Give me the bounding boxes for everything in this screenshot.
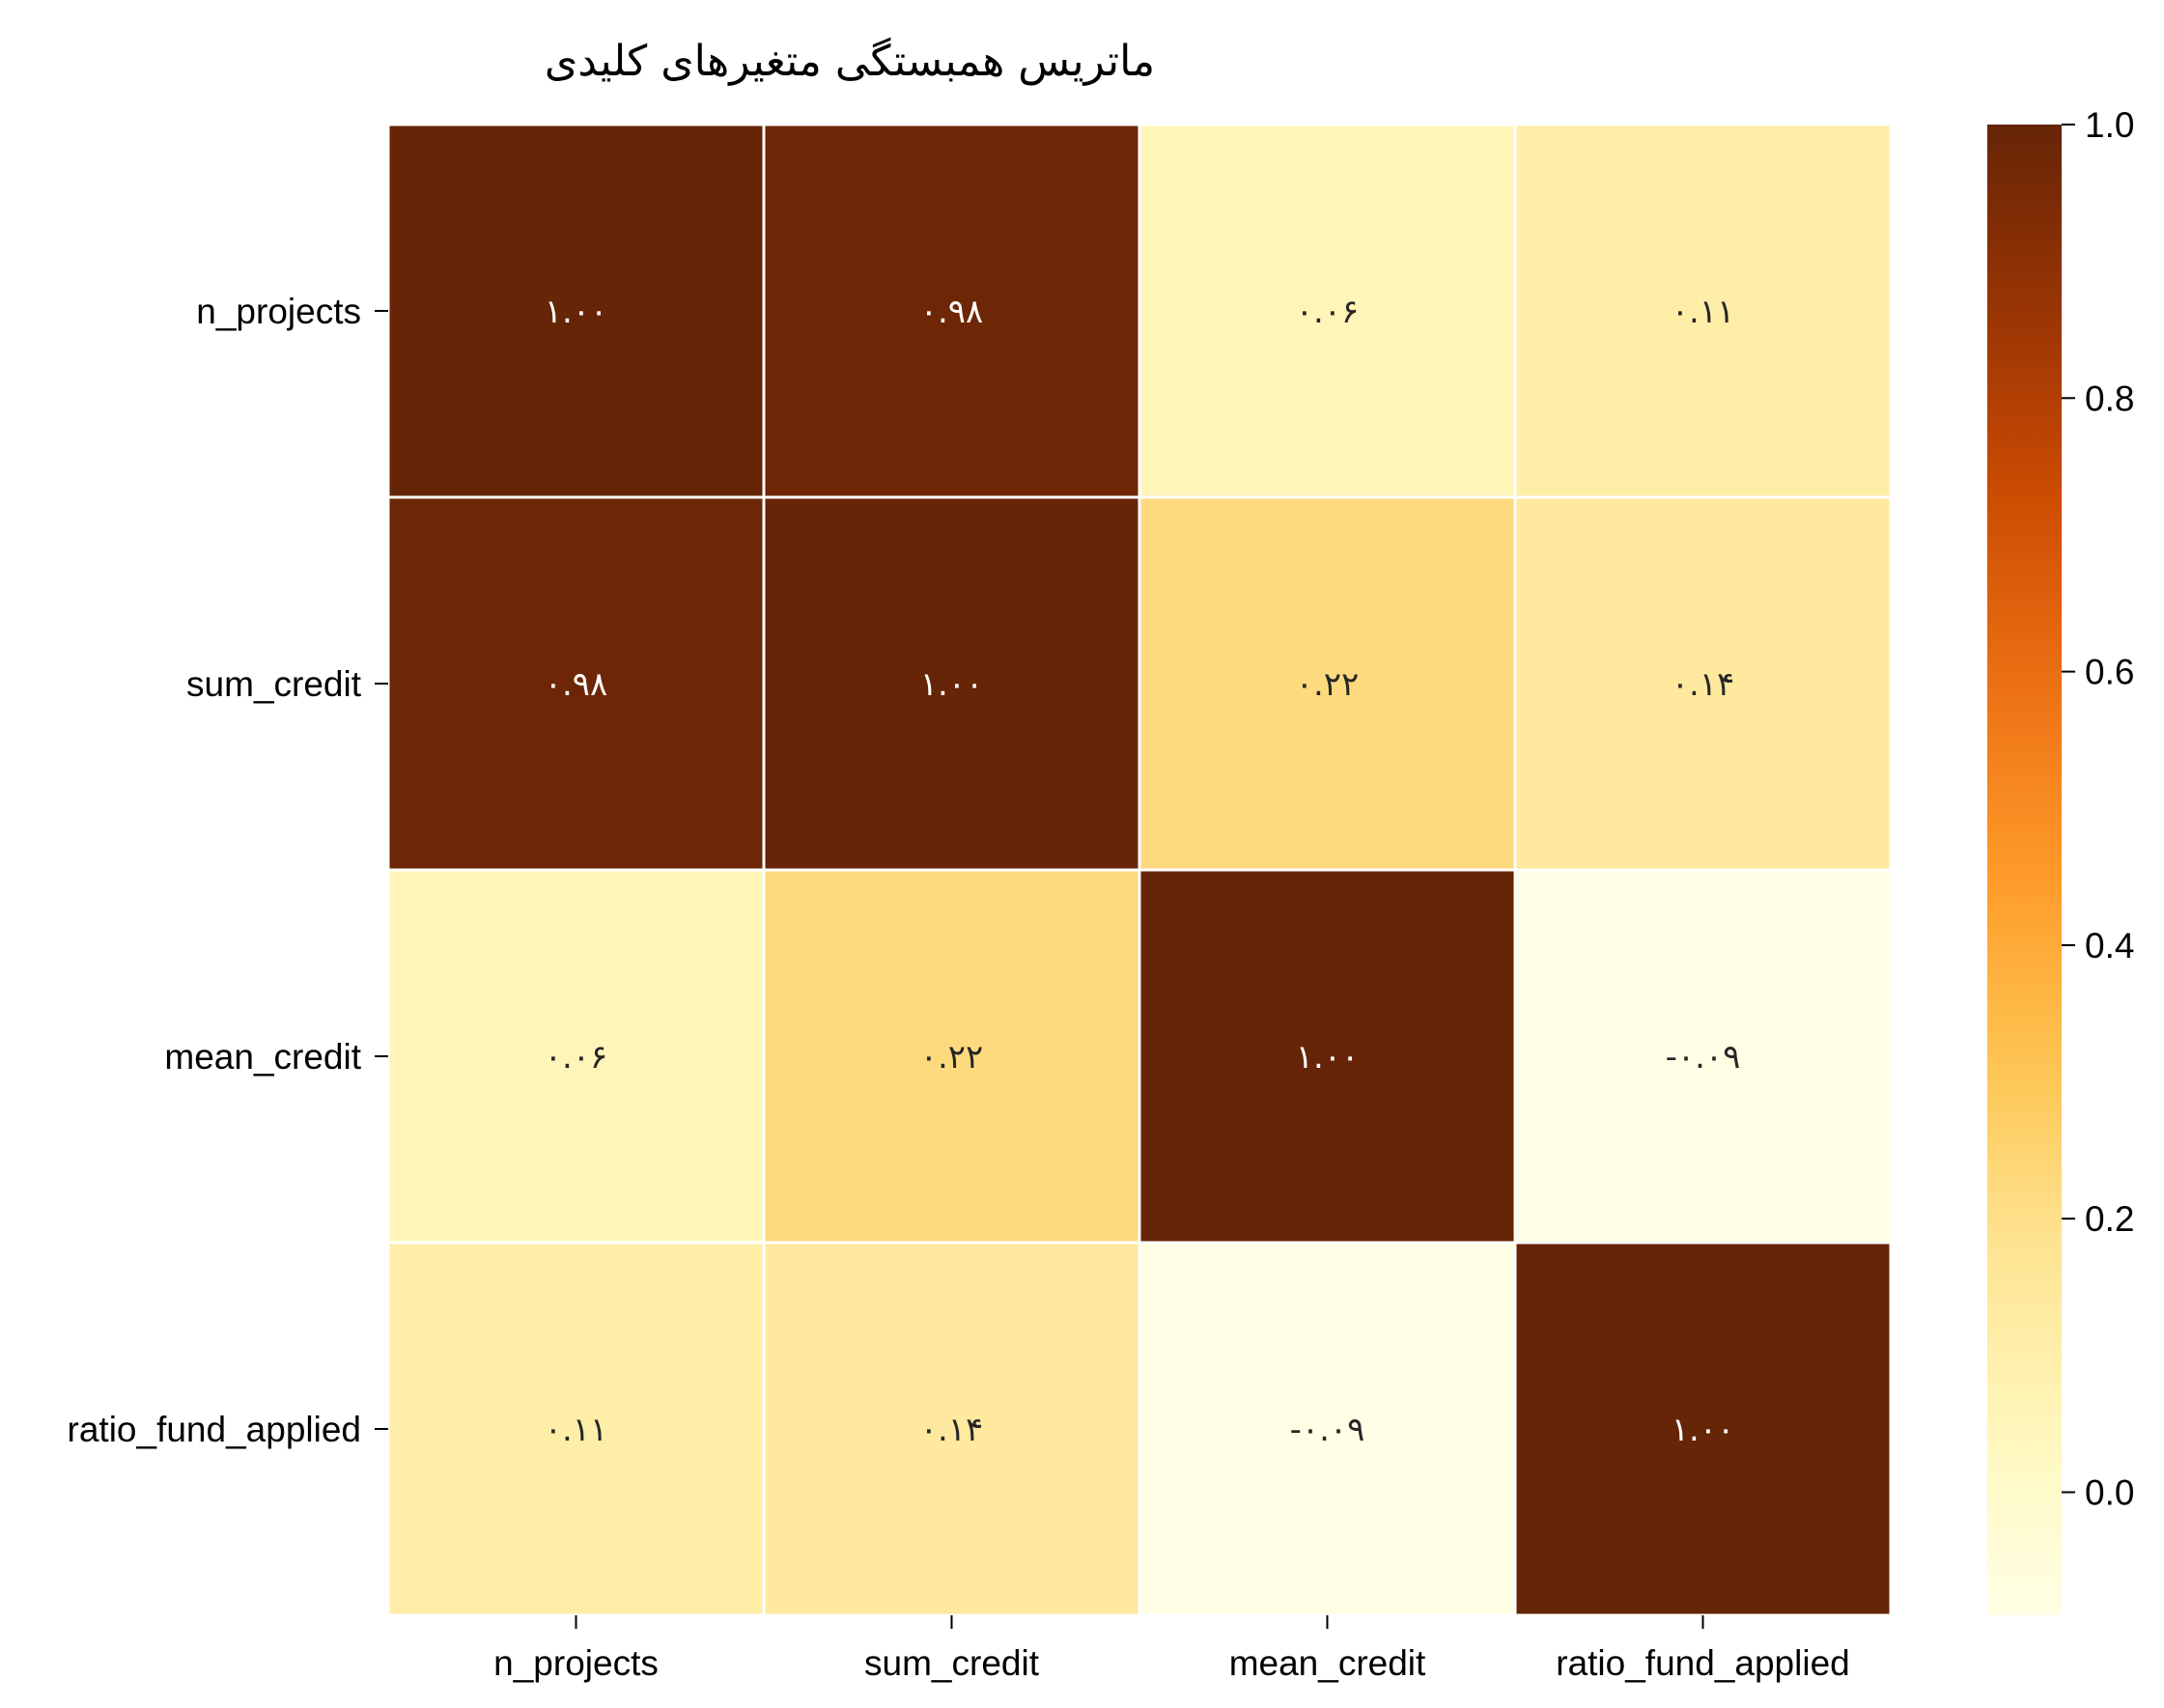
- cell-annotation-r1-c0: ۰.۹۸: [545, 665, 608, 704]
- cell-annotation-r2-c2: ۱.۰۰: [1296, 1038, 1360, 1077]
- colorbar-tick-label-1: 0.2: [2085, 1199, 2134, 1239]
- cell-annotation-r3-c0: ۰.۱۱: [545, 1411, 608, 1449]
- colorbar: 0.0 0.2 0.4 0.6 0.8 1.0: [1987, 105, 2134, 1615]
- cell-annotation-r1-c3: ۰.۱۴: [1672, 665, 1735, 704]
- row-tick-label-0: n_projects: [196, 292, 361, 331]
- column-tick-label-2: mean_credit: [1229, 1643, 1426, 1683]
- heatmap-cell-r3-c2: [1138, 1241, 1517, 1617]
- heatmap-cell-r0-c2: [1138, 123, 1517, 499]
- cell-annotation-r2-c1: ۰.۲۲: [920, 1038, 984, 1077]
- row-tick-label-2: mean_credit: [164, 1037, 361, 1077]
- column-tick-label-1: sum_credit: [864, 1643, 1040, 1683]
- heatmap-cell-r0-c1: [762, 123, 1141, 499]
- column-tick-label-0: n_projects: [493, 1643, 659, 1683]
- cell-annotation-r0-c3: ۰.۱۱: [1672, 293, 1735, 331]
- cell-annotation-r3-c3: ۱.۰۰: [1672, 1411, 1735, 1449]
- colorbar-tick-label-3: 0.6: [2085, 653, 2134, 692]
- row-tick-label-1: sum_credit: [186, 664, 362, 704]
- heatmap-cell-r2-c3: [1513, 868, 1893, 1245]
- heatmap-cells: ۱.۰۰ ۰.۹۸ ۰.۰۶ ۰.۱۱ ۰.۹۸ ۱.۰۰ ۰.۲۲ ۰.۱۴ ۰.۰۶ ۰.۲۲…: [386, 123, 1893, 1617]
- column-tick-labels: n_projects sum_credit mean_credit ratio_fun…: [493, 1615, 1850, 1683]
- cell-annotation-r3-c2: -۰.۰۹: [1290, 1411, 1365, 1449]
- heatmap-cell-r1-c3: [1513, 495, 1893, 872]
- cell-annotation-r3-c1: ۰.۱۴: [920, 1411, 984, 1449]
- column-tick-label-3: ratio_fund_applied: [1556, 1643, 1849, 1683]
- heatmap-cell-r0-c3: [1513, 123, 1893, 499]
- colorbar-tick-label-4: 0.8: [2085, 378, 2134, 418]
- row-tick-labels: n_projects sum_credit mean_credit ratio_fun…: [68, 292, 388, 1449]
- cell-annotation-r0-c0: ۱.۰۰: [545, 293, 608, 331]
- heatmap-cell-r1-c1: [762, 495, 1141, 872]
- cell-annotation-r1-c1: ۱.۰۰: [920, 665, 984, 704]
- heatmap-cell-r2-c1: [762, 868, 1141, 1245]
- heatmap-cell-r3-c1: [762, 1241, 1141, 1617]
- chart-title: ماتریس همبستگی متغیرهای کلیدی: [545, 37, 1155, 86]
- colorbar-tick-label-0: 0.0: [2085, 1473, 2134, 1513]
- cell-annotation-r1-c2: ۰.۲۲: [1296, 665, 1360, 704]
- colorbar-tick-label-5: 1.0: [2085, 105, 2134, 145]
- colorbar-tick-label-2: 0.4: [2085, 926, 2134, 966]
- cell-annotation-r0-c1: ۰.۹۸: [920, 293, 984, 331]
- colorbar-bar: [1987, 125, 2062, 1615]
- heatmap-cell-r0-c0: [386, 123, 766, 499]
- heatmap-cell-r3-c3: [1513, 1241, 1893, 1617]
- cell-annotation-r2-c0: ۰.۰۶: [545, 1038, 608, 1077]
- cell-annotation-r0-c2: ۰.۰۶: [1296, 293, 1360, 331]
- row-tick-label-3: ratio_fund_applied: [68, 1410, 361, 1449]
- cell-annotation-r2-c3: -۰.۰۹: [1666, 1038, 1741, 1077]
- heatmap-cell-r3-c0: [386, 1241, 766, 1617]
- heatmap-cell-r1-c0: [386, 495, 766, 872]
